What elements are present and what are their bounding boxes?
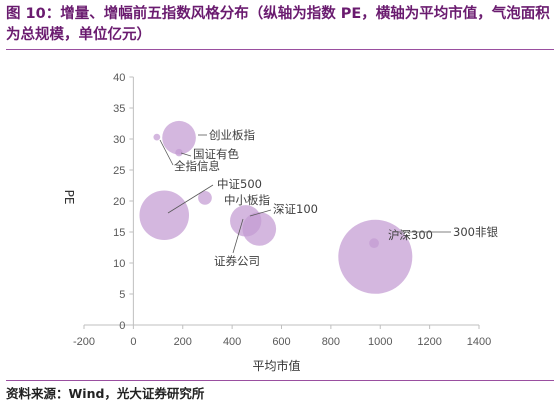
- x-tick-label: 1400: [467, 336, 491, 348]
- y-tick-label: 40: [113, 72, 125, 84]
- bubble-label: 证券公司: [214, 254, 260, 268]
- y-tick-label: 0: [119, 320, 125, 332]
- bubble-point: [162, 120, 196, 155]
- y-tick-label: 20: [113, 196, 125, 208]
- x-tick-label: 1200: [417, 336, 441, 348]
- bubble-point: [242, 212, 277, 246]
- title-divider: [6, 49, 554, 50]
- leader-line: [249, 209, 272, 217]
- leader-line: [159, 139, 174, 166]
- source-note: 资料来源：Wind，光大证券研究所: [6, 386, 205, 401]
- bubble-point: [153, 133, 161, 141]
- y-axis-title: PE: [62, 190, 76, 205]
- bubble-chart: 0 5 10 15 20 25 30 35 40 -200 0 200 400 600 800 1000 120…: [62, 72, 498, 373]
- x-tick-label: 1000: [368, 336, 392, 348]
- y-tick-label: 35: [113, 103, 125, 115]
- bubble-point: [369, 238, 379, 249]
- bubble-label: 中小板指: [224, 193, 270, 207]
- bubble-label: 创业板指: [209, 128, 255, 142]
- source-divider: [6, 380, 554, 381]
- bubble-point: [198, 191, 212, 205]
- bubble-label: 深证100: [273, 202, 318, 216]
- bubble-label: 国证有色: [193, 147, 239, 161]
- x-tick-label: 400: [223, 336, 241, 348]
- figure-title: 图 10：增量、增幅前五指数风格分布（纵轴为指数 PE，横轴为平均市值，气泡面积…: [6, 6, 550, 43]
- bubble-point: [338, 219, 413, 294]
- y-tick-label: 10: [113, 258, 125, 270]
- leader-line: [167, 184, 214, 214]
- y-tick-label: 5: [119, 289, 125, 301]
- leader-line: [232, 218, 244, 254]
- y-tick-label: 15: [113, 227, 125, 239]
- x-axis-title: 平均市值: [252, 358, 300, 373]
- x-tick-label: 200: [174, 336, 192, 348]
- leader-line: [180, 152, 192, 157]
- x-tick-label: 800: [322, 336, 340, 348]
- bubble-label: 沪深300: [388, 228, 433, 242]
- bubble-label: 中证500: [217, 177, 262, 191]
- bubble-label: 全指信息: [174, 159, 220, 173]
- y-tick-label: 30: [113, 134, 125, 146]
- x-tick-label: 600: [272, 336, 290, 348]
- bubble-point: [139, 190, 190, 241]
- bubble-label: 300非银: [453, 225, 498, 239]
- y-tick-label: 25: [113, 165, 125, 177]
- x-tick-label: -200: [73, 336, 95, 348]
- bubble-point: [175, 148, 183, 157]
- x-tick-label: 0: [130, 336, 136, 348]
